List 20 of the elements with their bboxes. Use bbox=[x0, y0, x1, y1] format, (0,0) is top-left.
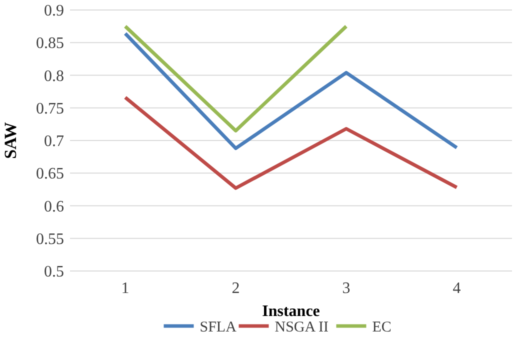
line-series bbox=[124, 96, 458, 190]
y-axis-title: SAW bbox=[1, 122, 20, 159]
y-tick-label: 0.65 bbox=[36, 166, 64, 183]
y-tick-label: 0.5 bbox=[44, 264, 64, 281]
x-tick-label: 2 bbox=[232, 280, 240, 297]
y-tick-label: 0.55 bbox=[36, 230, 64, 248]
x-tick-label: 4 bbox=[452, 280, 461, 297]
y-tick-label: 0.75 bbox=[36, 100, 64, 118]
x-tick-label: 3 bbox=[342, 280, 350, 297]
y-tick-label: 0.85 bbox=[36, 35, 64, 52]
y-tick-label: 0.7 bbox=[44, 133, 64, 150]
x-tick-label: 1 bbox=[121, 280, 130, 297]
legend-label: NSGA II bbox=[274, 319, 329, 336]
x-axis-title: Instance bbox=[262, 303, 320, 320]
y-tick-label: 0.8 bbox=[44, 68, 64, 85]
legend-label: SFLA bbox=[200, 319, 237, 336]
y-tick-label: 0.6 bbox=[44, 198, 64, 216]
legend-label: EC bbox=[372, 319, 392, 336]
line-series bbox=[124, 32, 458, 150]
y-tick-label: 0.9 bbox=[44, 2, 64, 20]
